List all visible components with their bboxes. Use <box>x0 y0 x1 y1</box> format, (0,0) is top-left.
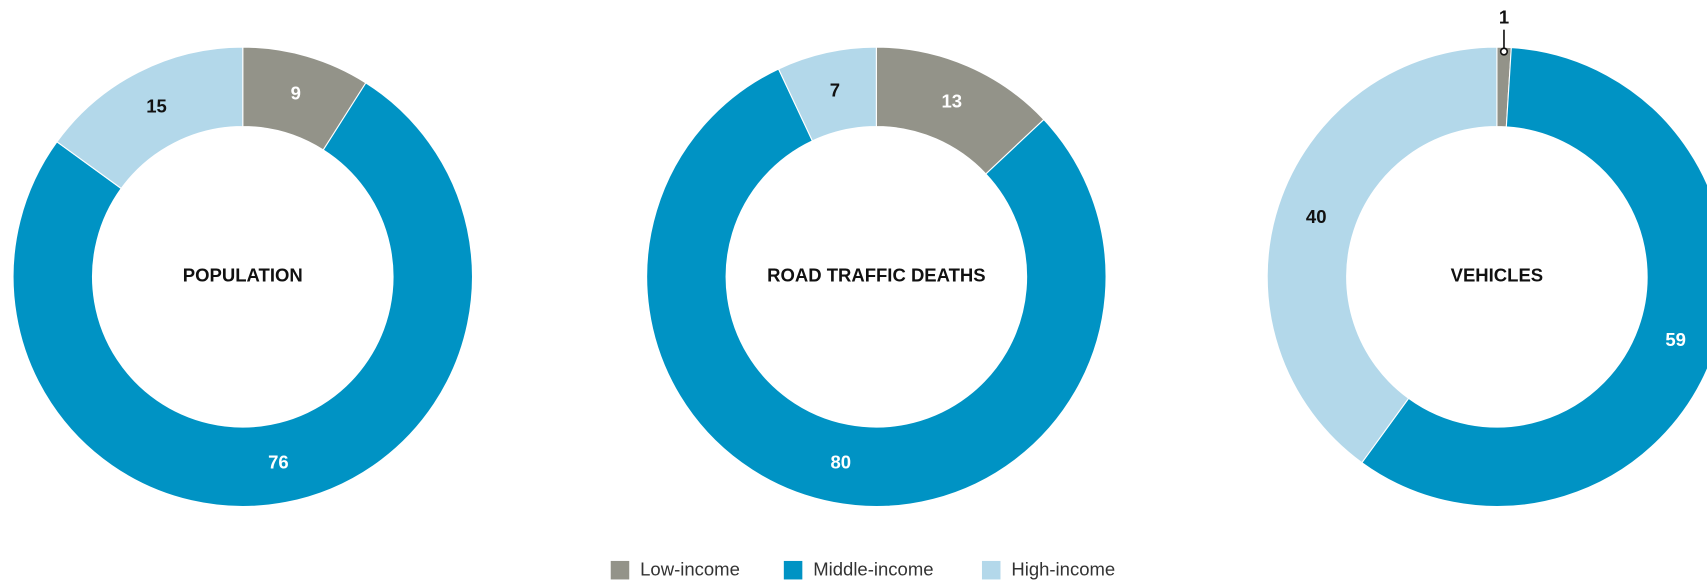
legend-swatch <box>783 560 803 580</box>
donut-segment <box>12 82 473 508</box>
legend-label: Low-income <box>640 559 740 580</box>
legend-label: Middle-income <box>813 559 933 580</box>
value-label: 9 <box>291 82 301 103</box>
donut-title: VEHICLES <box>1451 265 1544 286</box>
donut-segment <box>1361 46 1707 507</box>
donut-segment <box>777 46 877 142</box>
value-label: 59 <box>1665 329 1686 350</box>
donut-segment <box>56 46 244 190</box>
donut-title: ROAD TRAFFIC DEATHS <box>767 265 986 286</box>
leader-dot <box>1499 47 1509 56</box>
donut-segment <box>1266 46 1498 464</box>
value-label: 7 <box>830 79 840 100</box>
value-label: 15 <box>146 95 167 116</box>
legend-label: High-income <box>1011 559 1115 580</box>
donut-segment <box>646 68 1107 507</box>
value-label: 40 <box>1306 206 1327 227</box>
value-label: 80 <box>830 451 851 472</box>
legend-swatch <box>981 560 1001 580</box>
donut-title: POPULATION <box>183 265 303 286</box>
legend-swatch <box>610 560 630 580</box>
value-label: 13 <box>942 90 963 111</box>
value-label: 76 <box>268 451 289 472</box>
value-label: 1 <box>1499 7 1509 28</box>
